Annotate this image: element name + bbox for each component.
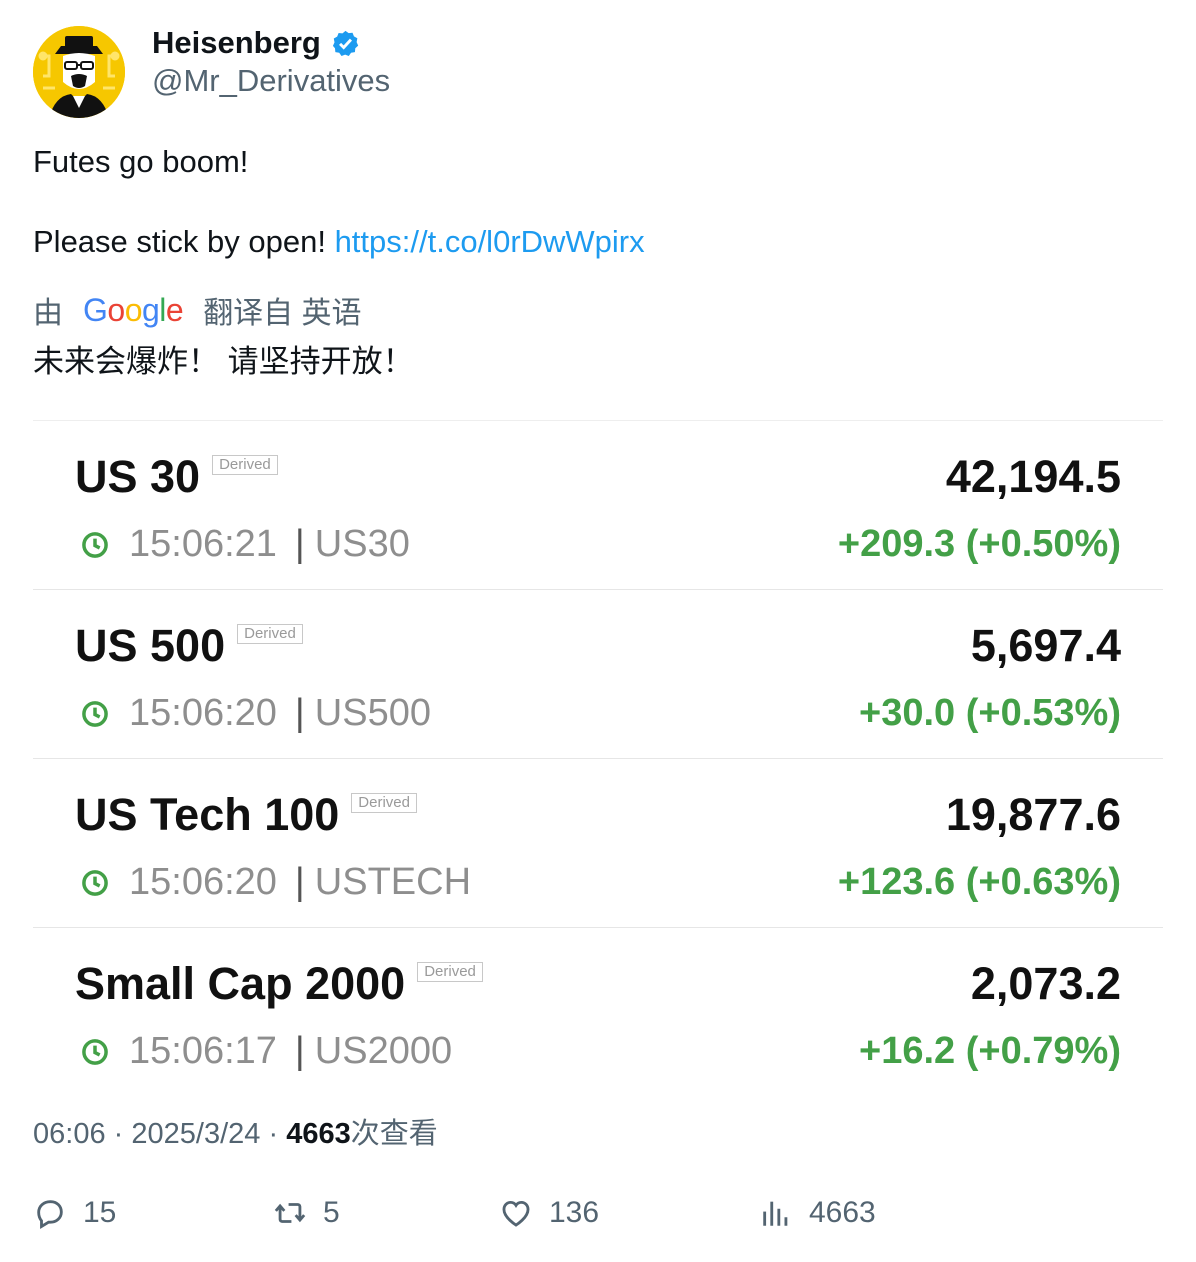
separator: | bbox=[294, 1030, 305, 1072]
derived-badge: Derived bbox=[417, 962, 483, 982]
like-button[interactable]: 136 bbox=[499, 1196, 599, 1230]
repost-icon bbox=[274, 1203, 306, 1223]
tweet-timestamp: 06:06 · 2025/3/24 · 4663次查看 bbox=[33, 1110, 438, 1152]
quote-change: +30.0 (+0.53%) bbox=[859, 692, 1121, 734]
quote-change: +123.6 (+0.63%) bbox=[837, 861, 1121, 903]
display-name[interactable]: Heisenberg bbox=[152, 25, 321, 60]
dot-separator: · bbox=[113, 1118, 124, 1150]
tweet-time[interactable]: 06:06 bbox=[33, 1118, 106, 1150]
tweet-header: Heisenberg @Mr_Derivatives bbox=[33, 26, 1133, 120]
clock-icon bbox=[82, 531, 108, 558]
quote-price: 2,073.2 bbox=[970, 958, 1121, 1009]
user-handle[interactable]: @Mr_Derivatives bbox=[152, 63, 391, 98]
quote-time: 15:06:20 bbox=[129, 692, 277, 734]
separator: | bbox=[294, 692, 305, 734]
translated-from-label[interactable]: 翻译自 英语 bbox=[203, 297, 362, 330]
verified-badge-icon bbox=[332, 30, 359, 56]
quote-price: 19,877.6 bbox=[945, 789, 1121, 840]
quote-row: Small Cap 2000 Derived 2,073.2 15:06:17 | U… bbox=[33, 928, 1163, 1096]
analytics-bar-icon bbox=[763, 1201, 788, 1226]
dot-separator: · bbox=[268, 1118, 279, 1150]
quote-time: 15:06:21 bbox=[129, 523, 277, 565]
like-count: 136 bbox=[549, 1196, 600, 1229]
name-row: Heisenberg bbox=[152, 26, 360, 60]
derived-badge: Derived bbox=[237, 624, 303, 644]
quote-name: US Tech 100 bbox=[75, 789, 340, 840]
view-count-label: 次查看 bbox=[350, 1118, 438, 1150]
tweet-line-2: Please stick by open! https://t.co/l0rDw… bbox=[33, 222, 645, 262]
quotes-image[interactable]: US 30 Derived 42,194.5 15:06:21 | US30 +209… bbox=[33, 420, 1163, 1097]
separator: | bbox=[294, 861, 305, 903]
clock-icon bbox=[82, 1038, 108, 1065]
translated-by-label: 由 bbox=[33, 297, 63, 330]
quote-name: US 30 bbox=[75, 451, 201, 502]
quote-name-wrap: Small Cap 2000 Derived bbox=[75, 958, 483, 1010]
repost-button[interactable]: 5 bbox=[273, 1196, 340, 1230]
quote-meta: 15:06:21 | US30 bbox=[81, 523, 410, 566]
derived-badge: Derived bbox=[212, 455, 278, 475]
quote-meta: 15:06:20 | USTECH bbox=[81, 861, 471, 904]
separator: | bbox=[294, 523, 305, 565]
quote-time: 15:06:17 bbox=[129, 1030, 277, 1072]
quote-name: US 500 bbox=[75, 620, 226, 671]
quote-change: +16.2 (+0.79%) bbox=[859, 1030, 1121, 1072]
quote-name-wrap: US 30 Derived bbox=[75, 451, 278, 503]
quote-name-wrap: US Tech 100 Derived bbox=[75, 789, 417, 841]
reply-count: 15 bbox=[83, 1196, 117, 1229]
translation-attribution: 由 Google 翻译自 英语 bbox=[33, 288, 362, 332]
avatar[interactable] bbox=[33, 26, 125, 118]
clock-icon bbox=[82, 869, 108, 896]
quote-price: 42,194.5 bbox=[945, 451, 1121, 502]
quote-meta: 15:06:17 | US2000 bbox=[81, 1030, 452, 1073]
quote-code: US500 bbox=[314, 692, 431, 734]
tweet-line-2-text: Please stick by open! bbox=[33, 224, 335, 259]
quote-time: 15:06:20 bbox=[129, 861, 277, 903]
quote-price: 5,697.4 bbox=[970, 620, 1121, 671]
derived-badge: Derived bbox=[351, 793, 417, 813]
quote-row: US 30 Derived 42,194.5 15:06:21 | US30 +209… bbox=[33, 421, 1163, 590]
heisenberg-avatar-icon bbox=[33, 26, 125, 118]
quote-row: US 500 Derived 5,697.4 15:06:20 | US500 +30… bbox=[33, 590, 1163, 759]
quote-meta: 15:06:20 | US500 bbox=[81, 692, 431, 735]
quote-code: USTECH bbox=[314, 861, 472, 903]
quote-name-wrap: US 500 Derived bbox=[75, 620, 303, 672]
views-button[interactable]: 4663 bbox=[759, 1196, 876, 1230]
views-count: 4663 bbox=[809, 1196, 876, 1229]
google-logo-icon: Google bbox=[83, 291, 184, 328]
translated-text: 未来会爆炸！ 请坚持开放！ bbox=[33, 344, 414, 379]
quote-name: Small Cap 2000 bbox=[75, 958, 406, 1009]
action-bar: 15 5 136 4663 bbox=[33, 1196, 1153, 1236]
reply-icon bbox=[37, 1200, 63, 1229]
view-count: 4663 bbox=[286, 1118, 351, 1150]
reply-button[interactable]: 15 bbox=[33, 1196, 116, 1230]
clock-icon bbox=[82, 700, 108, 727]
quote-code: US2000 bbox=[314, 1030, 453, 1072]
tweet-link[interactable]: https://t.co/l0rDwWpirx bbox=[334, 224, 645, 259]
quote-change: +209.3 (+0.50%) bbox=[837, 523, 1121, 565]
repost-count: 5 bbox=[323, 1196, 340, 1229]
quote-code: US30 bbox=[314, 523, 410, 565]
quote-row: US Tech 100 Derived 19,877.6 15:06:20 | UST… bbox=[33, 759, 1163, 928]
tweet-date[interactable]: 2025/3/24 bbox=[131, 1118, 261, 1150]
tweet-line-1: Futes go boom! bbox=[33, 144, 249, 179]
heart-icon bbox=[502, 1200, 530, 1227]
